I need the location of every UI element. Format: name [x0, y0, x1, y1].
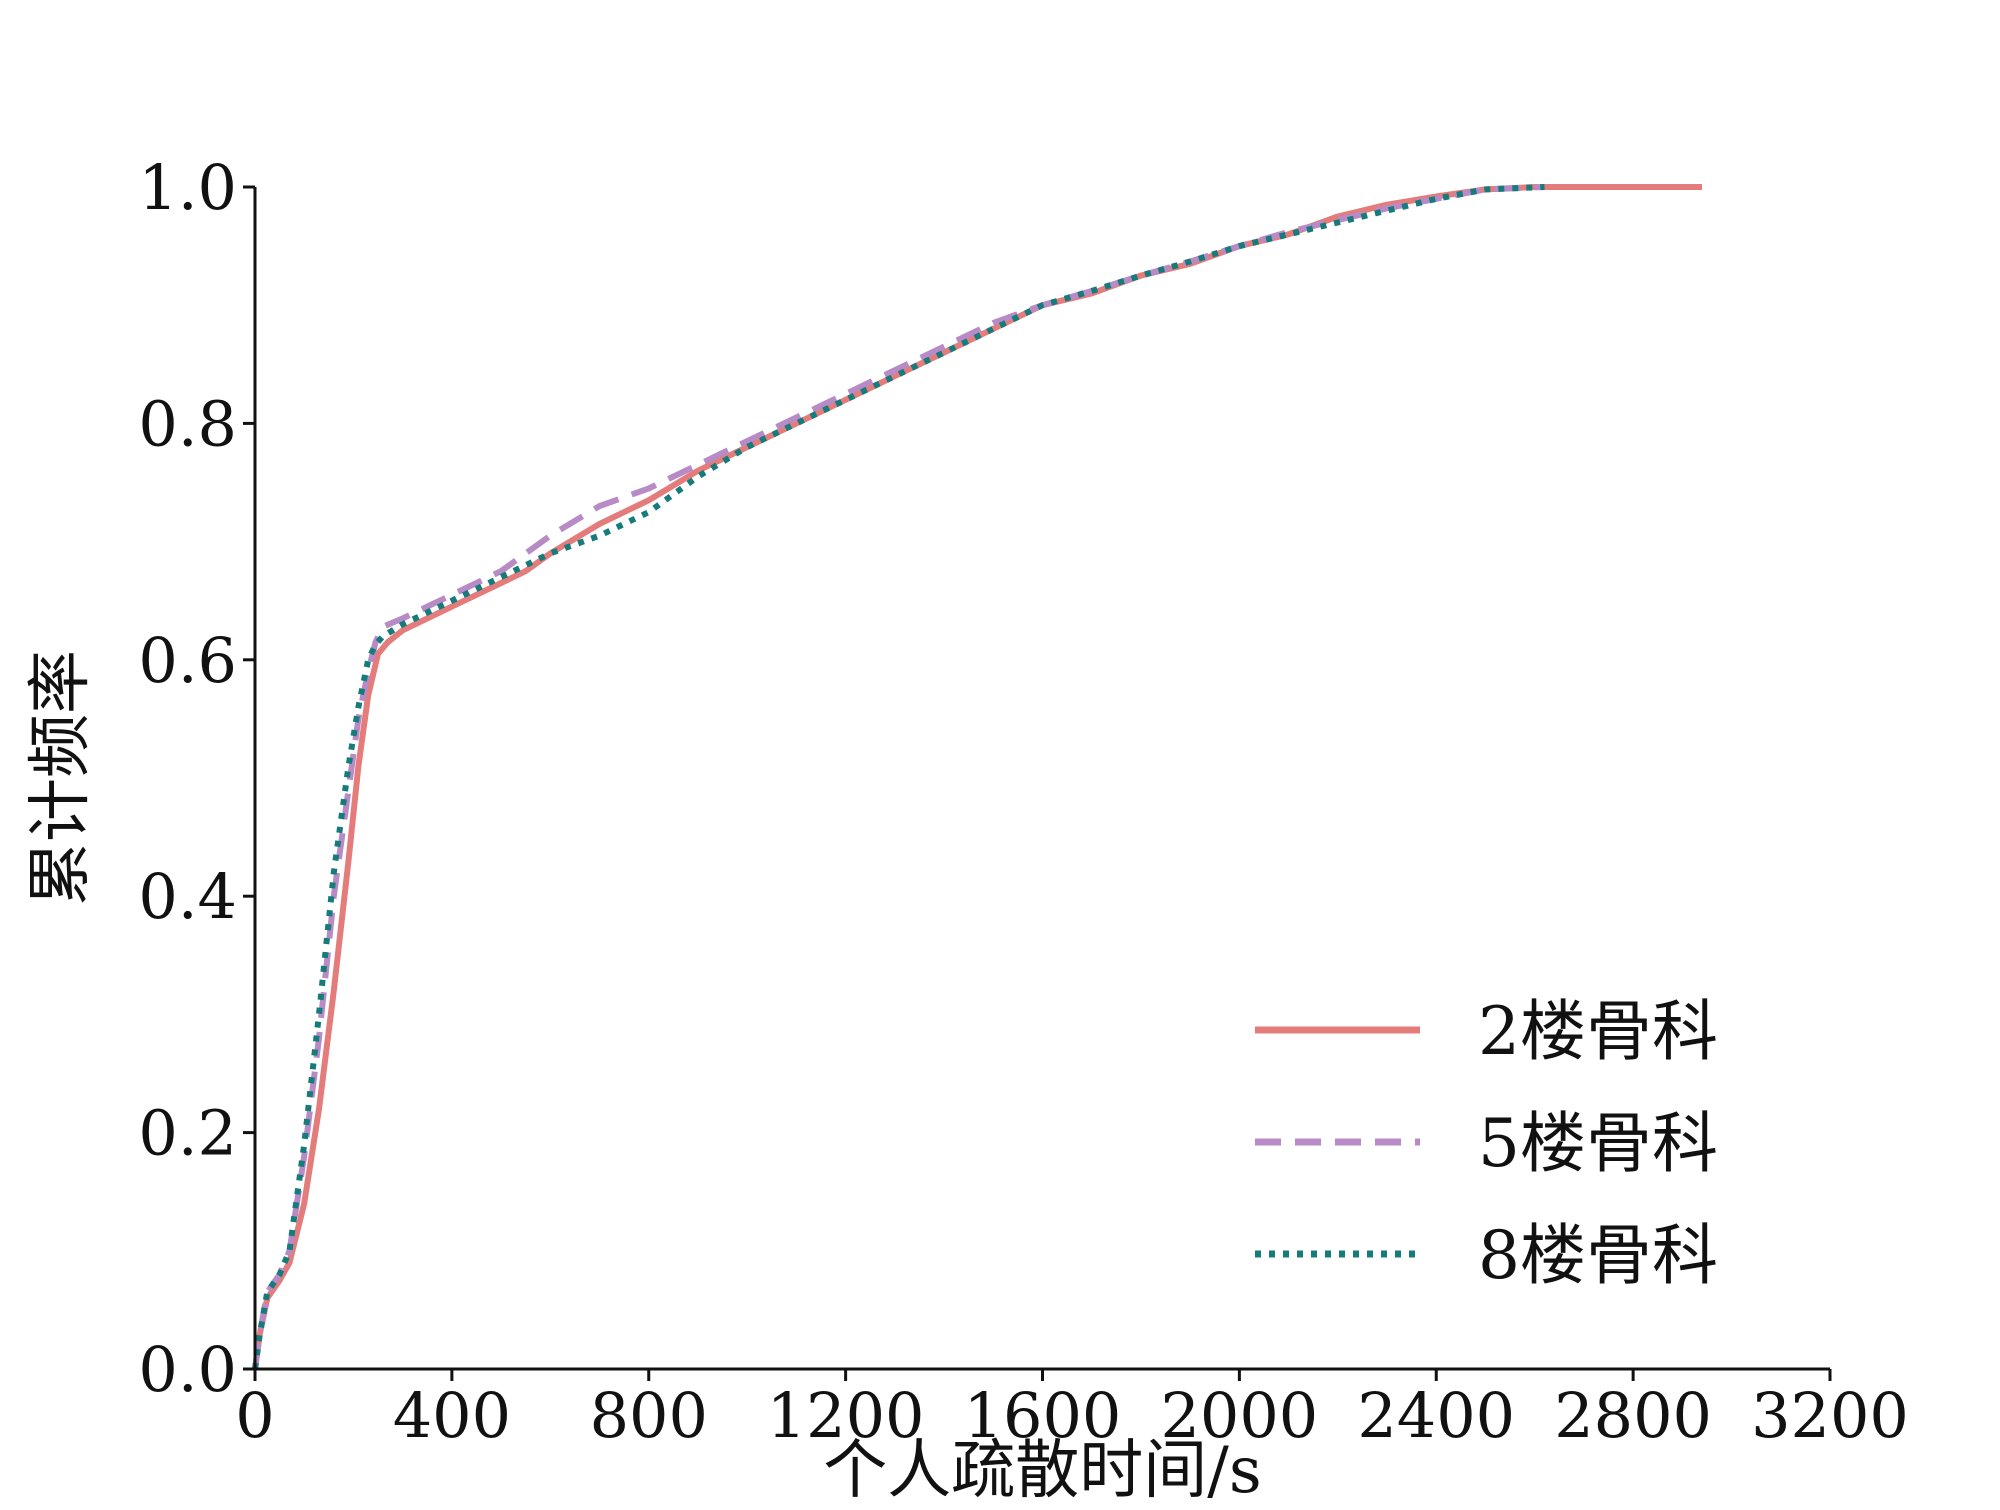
series-line-2	[252, 184, 1545, 1370]
x-tick-label: 1200	[767, 1379, 925, 1452]
y-axis-label: 累计频率	[24, 650, 98, 906]
x-tick-label: 2000	[1160, 1379, 1318, 1452]
x-tick-label: 2800	[1554, 1379, 1712, 1452]
series-line-3	[252, 184, 1545, 1370]
legend: 2楼骨科 5楼骨科 8楼骨科	[1255, 993, 1718, 1294]
y-tick-label: 0.2	[138, 1097, 237, 1170]
y-tick-label: 0.8	[138, 387, 237, 460]
x-tick-label: 800	[590, 1379, 708, 1452]
x-tick-label: 400	[393, 1379, 511, 1452]
y-tick-label: 0.4	[138, 860, 237, 933]
axes	[253, 187, 1830, 1371]
legend-label-3: 8楼骨科	[1478, 1217, 1718, 1294]
ticks: 0 400 800 1200 1600 2000 2400 2800 3200 0.0 0.2 0.4…	[138, 151, 1909, 1452]
y-tick-label: 0.0	[138, 1333, 237, 1406]
x-axis-label: 个人疏散时间/s	[823, 1434, 1261, 1508]
x-tick-label: 3200	[1751, 1379, 1909, 1452]
x-tick-label: 2400	[1357, 1379, 1515, 1452]
series-layer	[252, 184, 1702, 1370]
x-tick-label: 0	[235, 1379, 274, 1452]
y-tick-label: 0.6	[138, 624, 237, 697]
x-tick-label: 1600	[964, 1379, 1122, 1452]
legend-label-1: 2楼骨科	[1478, 993, 1718, 1070]
legend-label-2: 5楼骨科	[1478, 1105, 1718, 1182]
y-tick-label: 1.0	[138, 151, 237, 224]
series-line-1	[252, 184, 1702, 1370]
